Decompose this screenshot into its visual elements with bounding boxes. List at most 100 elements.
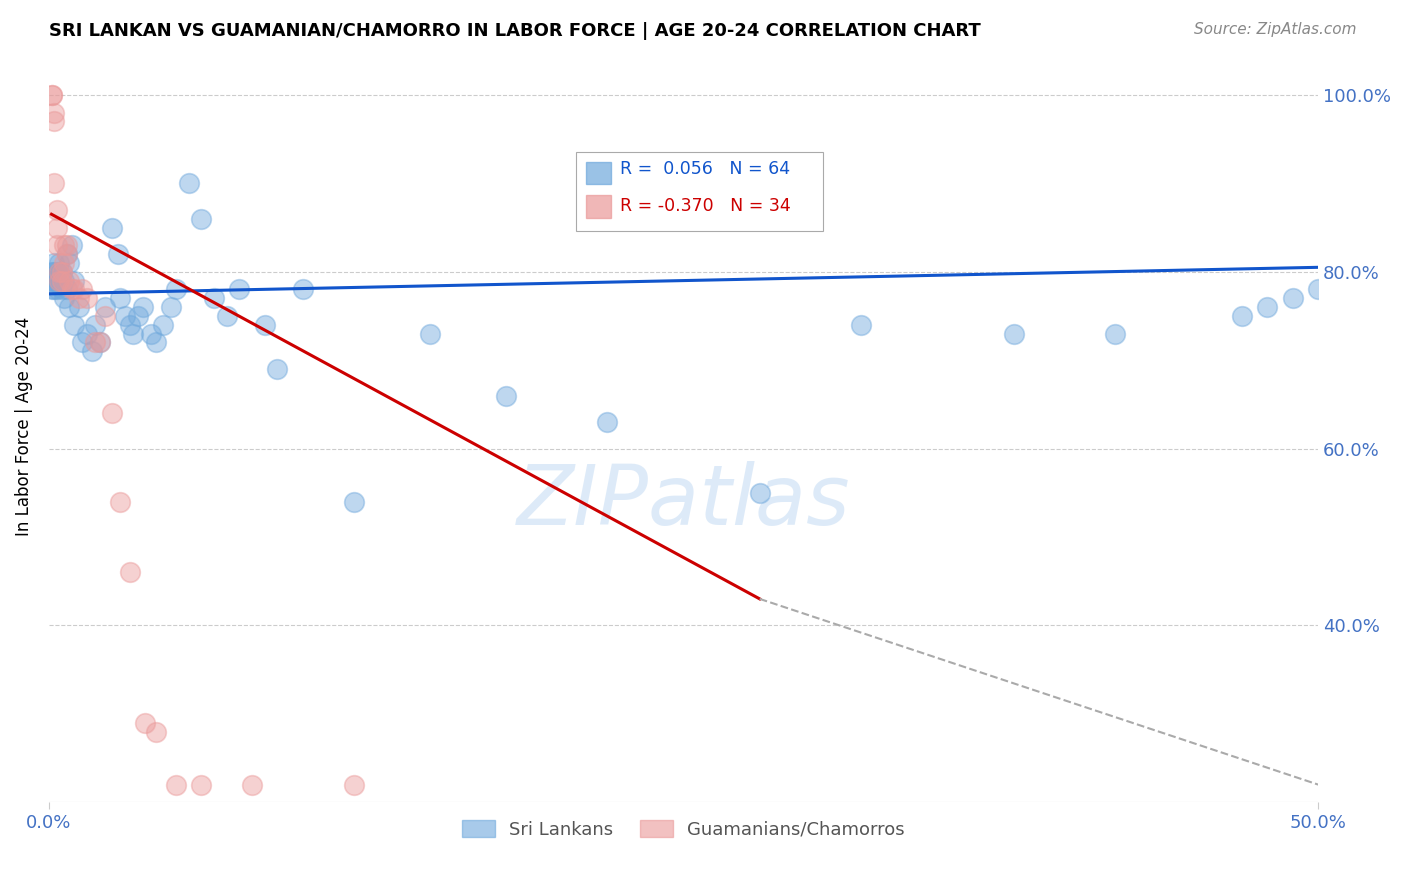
Point (101, 406, 124, 420)
Point (291, 282, 314, 296)
Point (1281, 291, 1303, 305)
Point (48, 274, 70, 288)
FancyBboxPatch shape (586, 195, 612, 218)
Point (228, 282, 250, 296)
Point (134, 715, 156, 730)
Point (89, 335, 111, 350)
Point (1256, 300, 1278, 314)
Point (45, 265, 67, 279)
Point (165, 778, 187, 792)
Point (190, 778, 212, 792)
Text: R =  0.056   N = 64: R = 0.056 N = 64 (620, 161, 790, 178)
Point (266, 362, 288, 376)
Point (67, 300, 90, 314)
Text: ZIPatlas: ZIPatlas (517, 461, 851, 542)
Point (60, 238, 83, 252)
Point (94, 300, 117, 314)
Point (42, 105, 65, 120)
Point (132, 300, 155, 314)
Point (41, 87, 63, 102)
Point (63, 274, 86, 288)
Point (70, 282, 93, 296)
Point (419, 326, 441, 341)
FancyBboxPatch shape (575, 153, 823, 231)
Point (42, 114, 65, 128)
Point (120, 566, 142, 580)
Point (67, 291, 90, 305)
Point (42, 274, 65, 288)
Point (1230, 309, 1253, 323)
Point (42, 177, 65, 191)
Point (45, 220, 67, 235)
Point (48, 265, 70, 279)
Point (240, 778, 263, 792)
Point (83, 335, 105, 350)
Point (1308, 282, 1330, 296)
Point (53, 238, 76, 252)
Point (76, 291, 98, 305)
Point (108, 291, 131, 305)
Point (53, 291, 76, 305)
Point (45, 282, 67, 296)
Text: SRI LANKAN VS GUAMANIAN/CHAMORRO IN LABOR FORCE | AGE 20-24 CORRELATION CHART: SRI LANKAN VS GUAMANIAN/CHAMORRO IN LABO… (49, 22, 981, 40)
Point (53, 274, 76, 288)
Point (53, 256, 76, 270)
Point (48, 265, 70, 279)
Point (120, 318, 142, 332)
Point (55, 247, 77, 261)
Point (253, 318, 276, 332)
Point (58, 274, 80, 288)
Point (1002, 326, 1025, 341)
Point (63, 318, 86, 332)
Point (55, 282, 77, 296)
Point (596, 415, 619, 429)
Point (41, 282, 63, 296)
Point (63, 282, 86, 296)
Point (152, 318, 174, 332)
Point (851, 318, 873, 332)
Point (215, 309, 238, 323)
Point (495, 388, 517, 402)
Point (45, 202, 67, 217)
Point (121, 326, 143, 341)
Point (127, 309, 149, 323)
Point (101, 220, 124, 235)
Text: Source: ZipAtlas.com: Source: ZipAtlas.com (1194, 22, 1357, 37)
Point (82, 344, 104, 359)
Point (139, 326, 162, 341)
Point (83, 318, 105, 332)
Point (45, 274, 67, 288)
Y-axis label: In Labor Force | Age 20-24: In Labor Force | Age 20-24 (15, 317, 32, 536)
Point (202, 291, 225, 305)
Point (58, 256, 80, 270)
Point (76, 326, 98, 341)
Point (70, 335, 93, 350)
Point (58, 300, 80, 314)
Point (51, 282, 73, 296)
Point (42, 256, 65, 270)
Point (107, 247, 129, 261)
Point (42, 265, 65, 279)
Point (51, 265, 73, 279)
Point (190, 211, 212, 226)
Point (48, 274, 70, 288)
Point (41, 87, 63, 102)
Point (55, 247, 77, 261)
FancyBboxPatch shape (586, 162, 612, 185)
Point (114, 309, 136, 323)
Point (145, 335, 167, 350)
Point (108, 494, 131, 508)
Point (41, 274, 63, 288)
Point (48, 256, 70, 270)
Legend: Sri Lankans, Guamanians/Chamorros: Sri Lankans, Guamanians/Chamorros (456, 814, 912, 846)
Point (177, 177, 200, 191)
Point (145, 724, 167, 739)
Point (342, 778, 364, 792)
Point (159, 300, 181, 314)
Point (42, 282, 65, 296)
Point (55, 238, 77, 252)
Point (41, 265, 63, 279)
Point (94, 309, 117, 323)
Point (748, 485, 770, 500)
Point (1104, 326, 1126, 341)
